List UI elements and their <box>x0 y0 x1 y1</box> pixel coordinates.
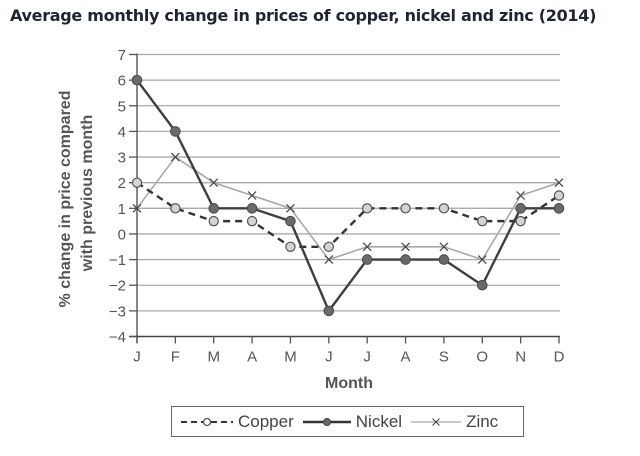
x-tick-label: A <box>401 349 411 366</box>
legend-item-copper: Copper <box>180 412 294 432</box>
nickel-marker <box>285 215 296 227</box>
zinc-marker <box>516 191 526 200</box>
legend-label-nickel: Nickel <box>355 411 403 431</box>
copper-marker <box>323 241 335 252</box>
x-tick-label: N <box>515 349 526 366</box>
copper-marker <box>285 241 296 252</box>
line-chart: 7 6 5 4 3 2 1 0 −1 −2 −3 −4 J F M A M J J A S O N D % change i… <box>57 47 565 392</box>
nickel-marker <box>208 203 220 214</box>
copper-marker <box>515 215 526 227</box>
copper-marker <box>131 177 143 188</box>
zinc-marker <box>324 255 334 265</box>
nickel-marker <box>553 203 565 214</box>
x-tick-label: J <box>325 349 333 366</box>
y-tick-label: 3 <box>118 150 126 167</box>
zinc-marker <box>439 242 449 252</box>
legend-label-copper: Copper <box>238 411 294 431</box>
nickel-marker <box>131 74 143 86</box>
x-axis-label: Month <box>325 375 373 392</box>
x-tick-label: D <box>554 349 565 366</box>
y-tick-label: 7 <box>118 47 126 64</box>
axes <box>129 53 560 343</box>
y-axis-label-line1: % change in price compared <box>57 91 74 308</box>
data-series <box>131 74 565 317</box>
zinc-marker <box>170 152 180 162</box>
zinc-marker <box>362 242 372 252</box>
zinc-marker <box>247 191 257 200</box>
legend-item-zinc: Zinc <box>410 412 498 432</box>
legend-label-zinc: Zinc <box>466 411 499 431</box>
nickel-marker <box>323 305 335 317</box>
series-nickel <box>131 74 565 317</box>
legend-item-nickel: Nickel <box>302 412 402 432</box>
x-tick-label: M <box>207 349 220 366</box>
x-tick-label: O <box>476 349 488 366</box>
x-tick-label: S <box>439 349 449 366</box>
x-tick-label: J <box>133 349 141 366</box>
y-tick-label: −1 <box>109 252 126 269</box>
copper-marker <box>477 215 488 227</box>
zinc-marker <box>132 203 142 213</box>
zinc-marker <box>286 203 295 213</box>
series-copper <box>131 177 565 252</box>
nickel-marker <box>361 254 373 265</box>
nickel-marker <box>438 254 450 265</box>
nickel-marker <box>246 203 258 214</box>
chart-title: Average monthly change in prices of copp… <box>10 6 597 25</box>
nickel-marker <box>400 254 411 265</box>
thin-line-x-marker-icon <box>411 417 462 426</box>
copper-marker <box>246 215 258 227</box>
dashed-line-open-circle-icon <box>181 417 233 426</box>
series-zinc <box>132 152 564 265</box>
y-tick-label: 1 <box>118 201 126 218</box>
y-tick-label: 2 <box>118 175 126 192</box>
y-tick-label: −2 <box>109 278 126 295</box>
x-tick-label: M <box>284 349 297 366</box>
y-tick-label: 4 <box>118 124 126 141</box>
zinc-marker <box>209 178 219 188</box>
copper-marker <box>170 203 181 214</box>
copper-marker <box>438 203 450 214</box>
legend: Copper Nickel Zinc <box>171 406 524 437</box>
y-tick-label: −3 <box>109 303 126 320</box>
copper-marker <box>400 203 411 214</box>
zinc-marker <box>554 178 564 188</box>
y-tick-label: 5 <box>118 98 126 115</box>
x-tick-label: J <box>363 349 371 366</box>
zinc-marker <box>401 242 410 252</box>
y-tick-label: −4 <box>109 329 126 346</box>
y-tick-label: 6 <box>118 73 126 90</box>
solid-line-filled-circle-icon <box>302 417 351 426</box>
y-axis-ticks: 7 6 5 4 3 2 1 0 −1 −2 −3 −4 <box>109 47 137 346</box>
copper-marker <box>553 190 565 201</box>
zinc-marker <box>477 255 487 265</box>
y-axis-label-line2: with previous month <box>79 115 96 272</box>
nickel-marker <box>515 203 526 214</box>
nickel-marker <box>476 279 488 291</box>
x-tick-label: F <box>171 349 180 366</box>
copper-marker <box>361 203 373 214</box>
x-tick-label: A <box>247 349 257 366</box>
copper-marker <box>208 215 219 227</box>
nickel-marker <box>170 126 181 137</box>
y-tick-label: 0 <box>118 226 126 243</box>
